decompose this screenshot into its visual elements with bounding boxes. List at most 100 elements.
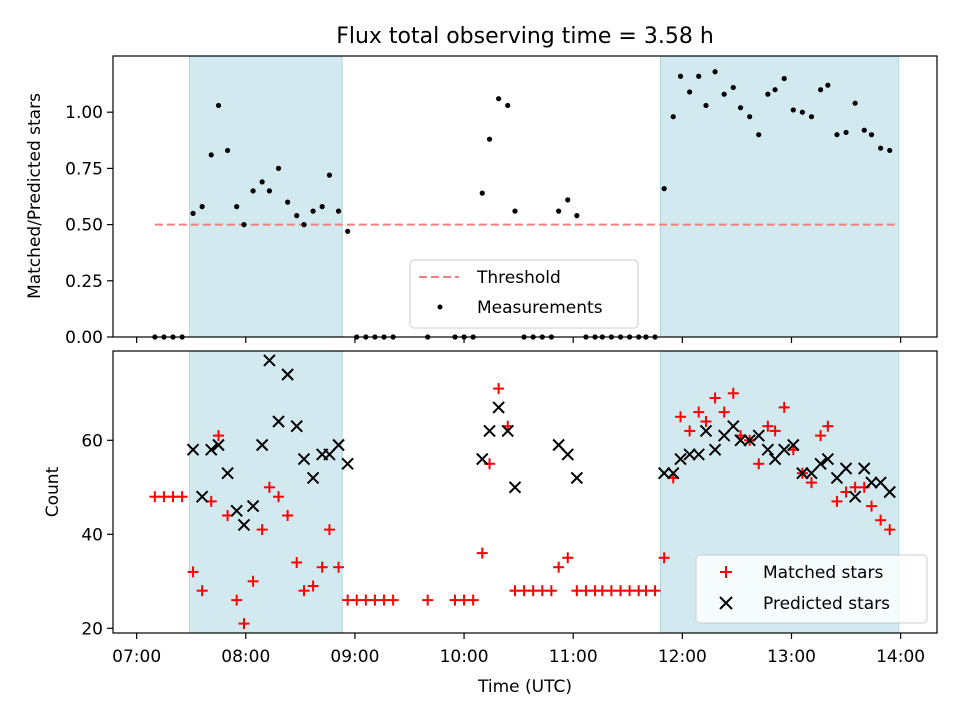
matched-star-point bbox=[649, 585, 661, 597]
matched-star-point bbox=[467, 594, 479, 606]
matched-star-point bbox=[866, 500, 878, 512]
predicted-star-point bbox=[839, 462, 853, 475]
top-y-tick-label: 0.25 bbox=[65, 272, 103, 292]
matched-star-point bbox=[307, 580, 319, 592]
predicted-star-point bbox=[865, 476, 878, 489]
bottom-x-axis: 07:00 08:00 09:00 10:00 11:00 12:00 13:00 14:00 bbox=[112, 633, 925, 667]
measurement-point bbox=[301, 222, 307, 228]
matched-star-point bbox=[273, 491, 285, 503]
matched-star-point bbox=[700, 416, 712, 427]
measurement-point bbox=[486, 136, 493, 142]
legend-matched-label: Matched stars bbox=[763, 563, 883, 583]
bottom-plot-frame bbox=[112, 350, 938, 634]
x-tick-label: 12:00 bbox=[658, 647, 707, 667]
x-tick-label: 11:00 bbox=[549, 647, 598, 667]
measurement-point bbox=[677, 73, 684, 79]
measurement-point bbox=[730, 84, 736, 91]
matched-star-point bbox=[545, 585, 557, 597]
measurement-point bbox=[687, 89, 693, 95]
predicted-star-point bbox=[874, 476, 887, 489]
measurement-point bbox=[825, 82, 831, 88]
x-tick-label: 08:00 bbox=[221, 647, 270, 667]
matched-star-point bbox=[875, 514, 887, 526]
matched-star-point bbox=[753, 458, 765, 470]
bottom-shaded-interval-1 bbox=[188, 350, 343, 634]
matched-star-point bbox=[291, 557, 303, 568]
matched-star-point bbox=[815, 430, 827, 442]
predicted-star-point bbox=[290, 419, 303, 433]
predicted-star-point bbox=[830, 471, 844, 485]
predicted-star-point bbox=[255, 438, 269, 452]
measurement-point bbox=[326, 172, 333, 178]
matched-star-point bbox=[493, 383, 505, 395]
measurement-point bbox=[310, 208, 316, 214]
measurement-point bbox=[737, 105, 744, 111]
predicted-star-point bbox=[883, 485, 896, 499]
predicted-star-point bbox=[186, 443, 200, 456]
measurement-point bbox=[512, 208, 518, 214]
predicted-star-point bbox=[805, 466, 818, 480]
matched-star-point bbox=[769, 425, 781, 437]
predicted-star-point bbox=[787, 438, 800, 452]
measurement-point bbox=[234, 204, 240, 210]
predicted-star-point bbox=[727, 419, 740, 433]
predicted-star-point bbox=[263, 354, 276, 367]
top-y-tick-label: 0.50 bbox=[65, 216, 103, 236]
matched-star-point bbox=[709, 392, 721, 404]
matched-star-point bbox=[553, 561, 565, 573]
top-plot-frame bbox=[112, 55, 938, 338]
legend-predicted-swatch bbox=[719, 596, 733, 610]
matched-star-point bbox=[187, 566, 199, 578]
predicted-star-point bbox=[246, 499, 260, 513]
measurement-point bbox=[887, 147, 893, 154]
bottom-y-tick-label: 40 bbox=[81, 525, 103, 545]
x-tick-label: 13:00 bbox=[767, 647, 816, 667]
predicted-star-point bbox=[848, 490, 862, 503]
measurement-point bbox=[868, 132, 875, 138]
predicted-star-point bbox=[483, 424, 496, 438]
measurement-point bbox=[208, 152, 214, 158]
measurement-point bbox=[319, 204, 325, 210]
matched-star-point bbox=[387, 594, 399, 606]
matched-star-point bbox=[263, 481, 275, 493]
measurement-point bbox=[790, 107, 796, 113]
measurement-point bbox=[712, 69, 718, 75]
matched-star-point bbox=[805, 477, 817, 489]
predicted-star-point bbox=[708, 443, 722, 456]
matched-star-point bbox=[718, 406, 730, 418]
matched-star-point bbox=[316, 561, 328, 573]
measurement-point bbox=[505, 102, 511, 109]
matched-star-point bbox=[238, 618, 250, 630]
predicted-star-point bbox=[281, 368, 294, 381]
bottom-y-axis: 20 40 60 bbox=[81, 431, 113, 639]
predicted-star-point bbox=[752, 429, 765, 442]
measurement-point bbox=[285, 199, 291, 205]
predicted-star-point bbox=[796, 466, 809, 480]
count-points bbox=[149, 354, 896, 630]
measurement-point bbox=[703, 102, 709, 109]
top-shaded-interval-1 bbox=[188, 55, 343, 338]
predicted-star-point bbox=[777, 443, 791, 456]
measurement-point bbox=[696, 73, 702, 79]
matched-star-point bbox=[476, 547, 488, 559]
predicted-star-point bbox=[683, 448, 696, 461]
bottom-y-tick-label: 20 bbox=[81, 619, 103, 639]
top-legend: Threshold Measurements bbox=[409, 259, 639, 329]
top-y-tick-label: 0.00 bbox=[65, 328, 103, 348]
measurement-point bbox=[852, 100, 858, 106]
bottom-y-axis-label: Count bbox=[43, 466, 63, 517]
x-axis-label: Time (UTC) bbox=[477, 677, 572, 697]
measurement-point bbox=[241, 222, 247, 228]
measurement-point bbox=[556, 208, 562, 214]
predicted-star-point bbox=[814, 457, 827, 471]
measurement-point bbox=[345, 228, 351, 234]
predicted-star-point bbox=[674, 452, 687, 466]
measurement-point bbox=[190, 210, 196, 216]
measurement-point bbox=[772, 87, 778, 93]
predicted-star-point bbox=[768, 452, 782, 466]
measurement-point bbox=[259, 179, 265, 185]
top-shaded-intervals bbox=[188, 55, 900, 338]
predicted-star-point bbox=[692, 448, 705, 461]
measurement-point bbox=[661, 186, 667, 192]
measurement-point bbox=[747, 114, 753, 120]
